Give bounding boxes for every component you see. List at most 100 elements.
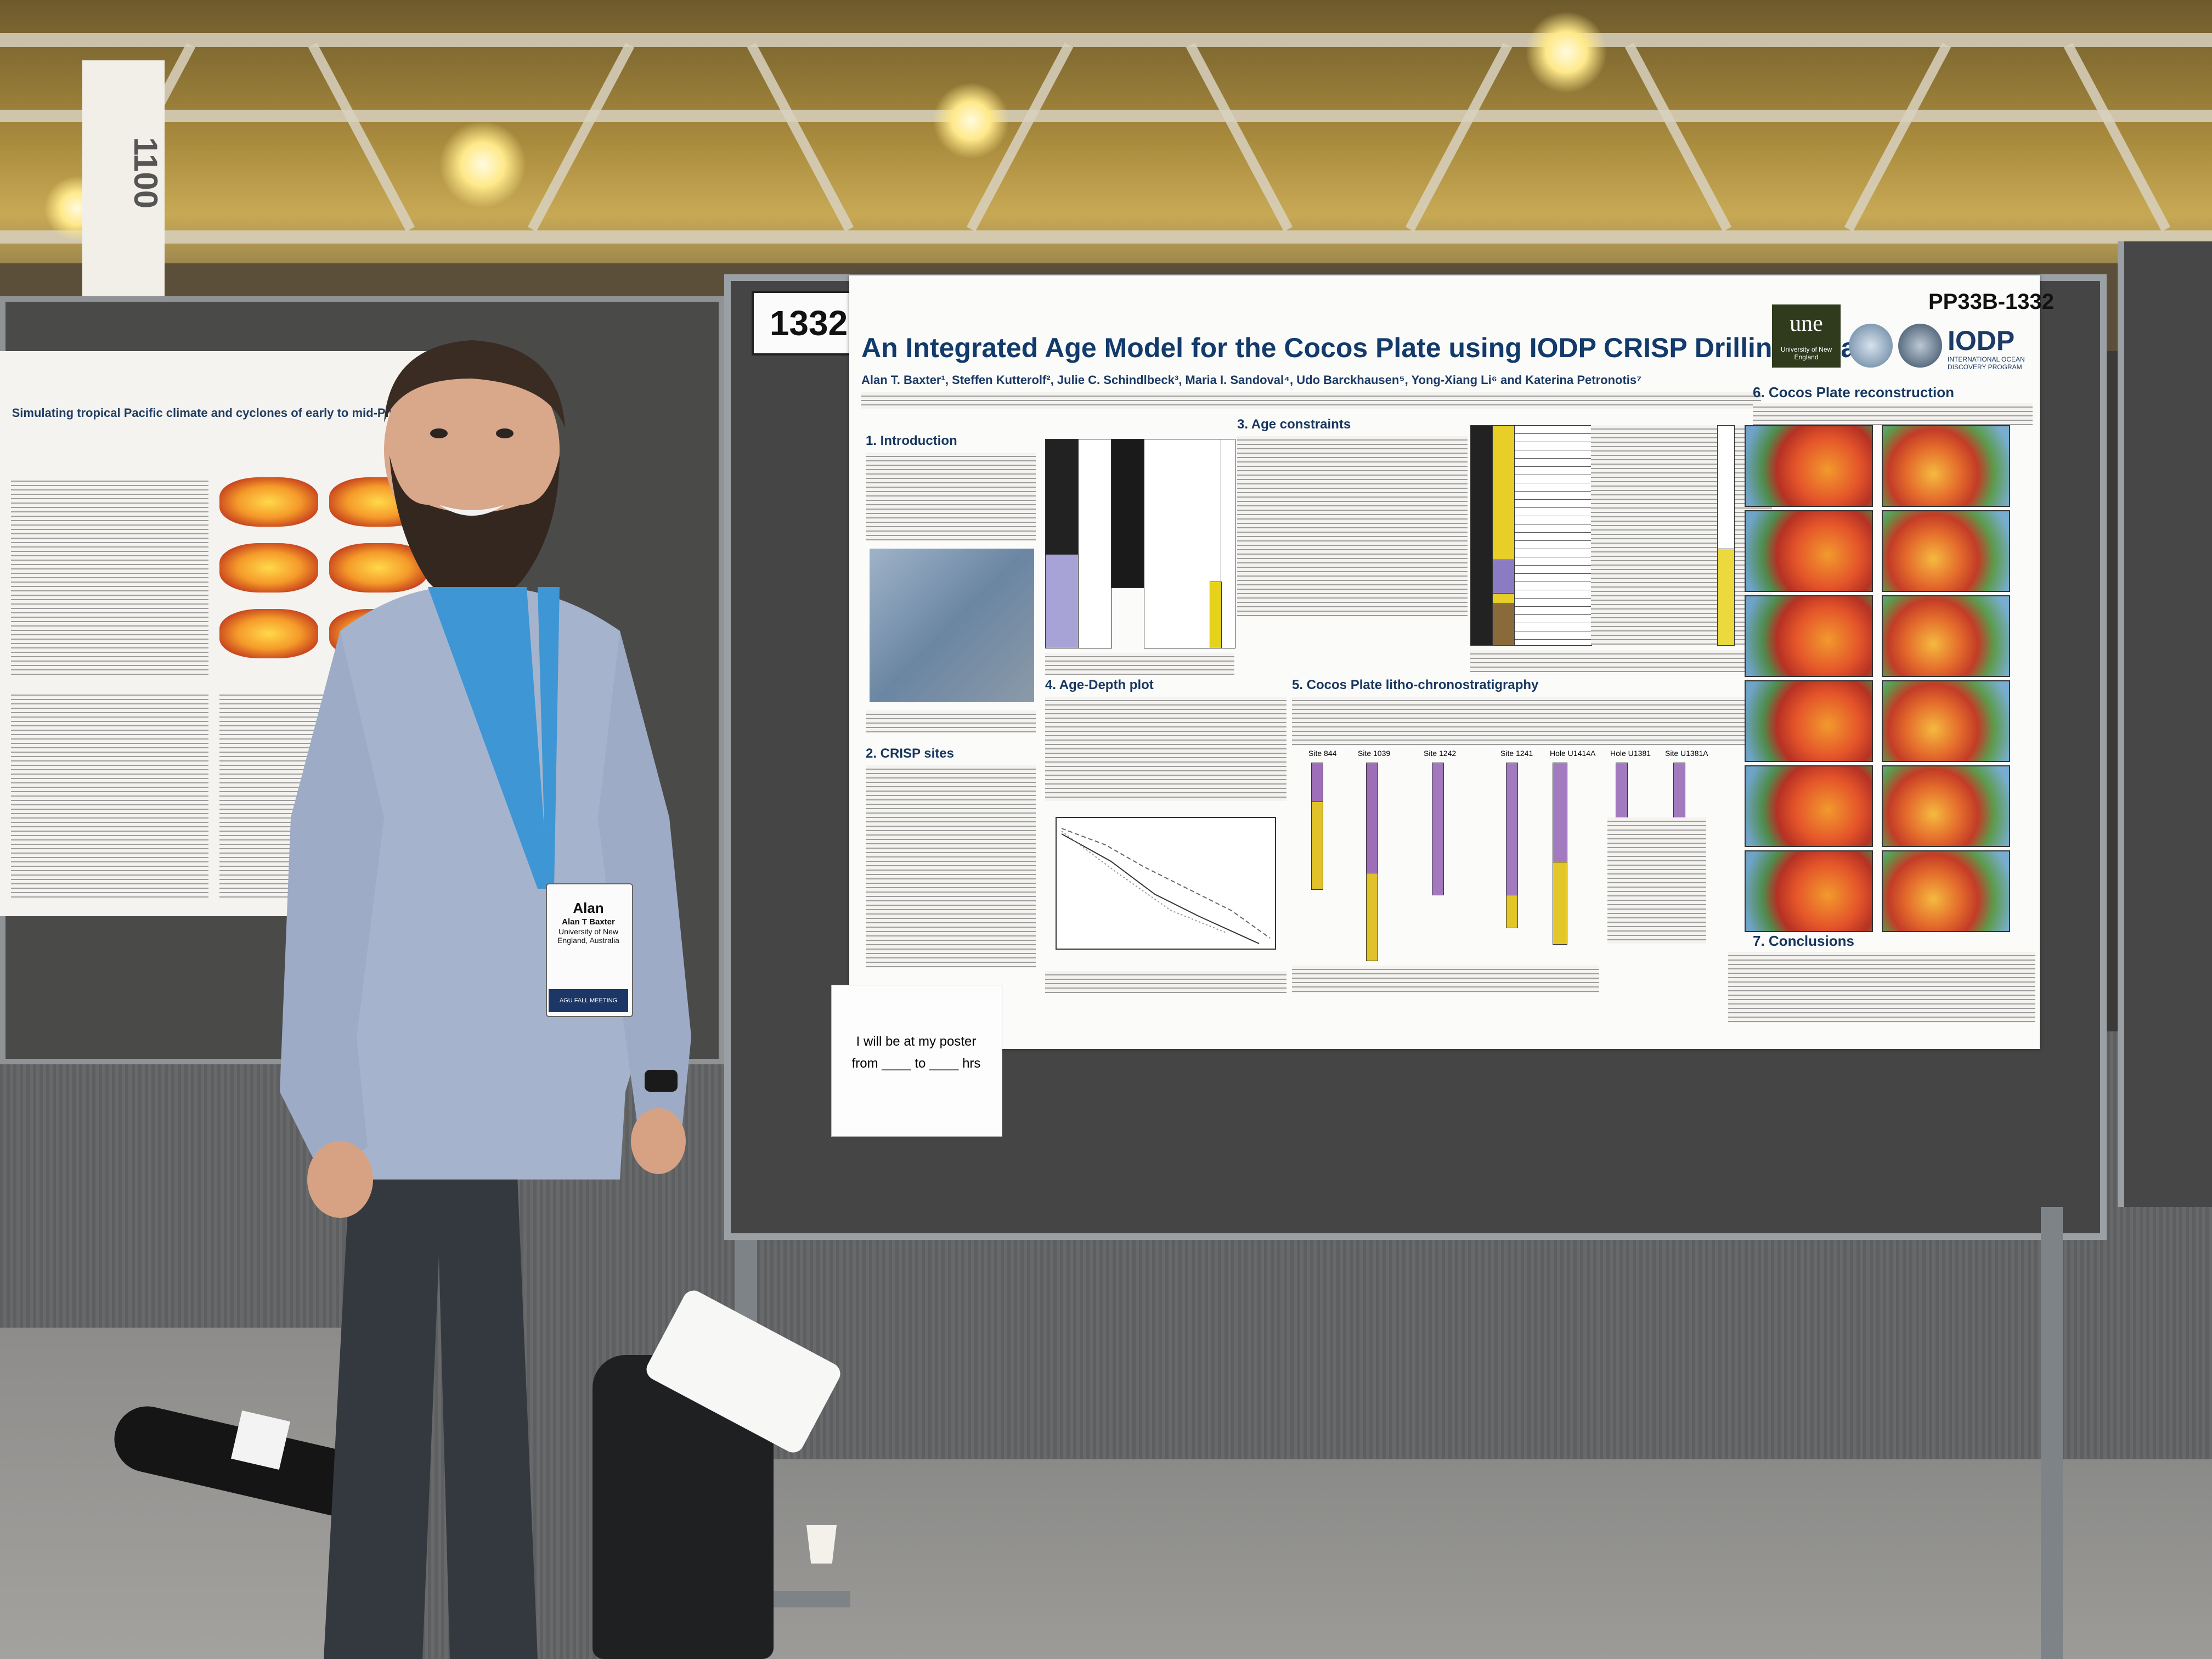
affiliations-text bbox=[861, 392, 1761, 409]
hall-banner-number: 1100 bbox=[127, 137, 164, 209]
strat-column bbox=[1144, 439, 1222, 648]
ceiling-truss bbox=[527, 43, 635, 232]
ceiling-truss bbox=[0, 33, 2212, 47]
poster-authors: Alan T. Baxter¹, Steffen Kutterolf², Jul… bbox=[861, 373, 1642, 387]
sst-map bbox=[219, 477, 318, 527]
ceiling-truss bbox=[0, 230, 2212, 244]
strat-site-label: Site 844 bbox=[1308, 749, 1337, 758]
ceiling-truss bbox=[0, 110, 2212, 122]
une-logo: une bbox=[1772, 304, 1841, 368]
left-poster-title: Simulating tropical Pacific climate and … bbox=[12, 406, 427, 420]
strat-column-black bbox=[1111, 439, 1145, 588]
figure-caption bbox=[1292, 966, 1599, 993]
section-introduction: 1. Introduction bbox=[866, 433, 957, 448]
strat-column-brown bbox=[1492, 603, 1515, 646]
iodp-logo: IODP bbox=[1948, 325, 2015, 356]
badge-first-name: Alan bbox=[573, 900, 604, 916]
section-conclusions: 7. Conclusions bbox=[1753, 933, 1854, 949]
left-poster-text bbox=[11, 477, 208, 675]
strat-column-purple bbox=[1673, 763, 1685, 824]
poster-hours-line2: from ____ to ____ hrs bbox=[851, 1056, 981, 1071]
reconstruction-map bbox=[1745, 850, 1873, 932]
strat-column-purple bbox=[1492, 560, 1515, 594]
stratigraphy-text bbox=[1292, 697, 1764, 746]
ceiling-truss bbox=[1844, 43, 1951, 232]
strat-site-label: Hole U1381 bbox=[1610, 749, 1651, 758]
conclusions-text bbox=[1728, 952, 2035, 1023]
badge-organization: University of New England, Australia bbox=[557, 927, 619, 945]
ceiling-truss bbox=[747, 43, 854, 232]
strat-column-purple bbox=[1506, 763, 1518, 895]
reconstruction-map bbox=[1882, 595, 2010, 677]
figure-caption bbox=[1607, 817, 1706, 944]
figure-caption bbox=[1045, 971, 1286, 993]
ceiling-truss bbox=[1405, 43, 1513, 232]
reconstruction-map bbox=[1745, 595, 1873, 677]
presenter-person bbox=[280, 340, 691, 1659]
sst-map bbox=[219, 543, 318, 592]
reconstruction-map bbox=[1882, 850, 2010, 932]
iodp-logo-subtitle: INTERNATIONAL OCEAN DISCOVERY PROGRAM bbox=[1948, 356, 2025, 371]
hall-banner: 1100 bbox=[82, 60, 165, 318]
bathymetry-map bbox=[870, 549, 1034, 702]
badge-event-logo: AGU FALL MEETING bbox=[549, 989, 628, 1012]
strat-site-label: Site 1242 bbox=[1424, 749, 1457, 758]
poster-code: PP33B-1332 bbox=[1928, 290, 2055, 314]
board-leg bbox=[2041, 1207, 2063, 1659]
reconstruction-map bbox=[1745, 510, 1873, 592]
age-constraints-text bbox=[1237, 436, 1468, 617]
badge-full-name: Alan T Baxter bbox=[562, 917, 615, 927]
strat-column-yellow bbox=[1717, 549, 1735, 646]
paper-cup bbox=[806, 1525, 837, 1564]
reconstruction-map bbox=[1745, 680, 1873, 762]
strat-site-label: Hole U1414A bbox=[1550, 749, 1596, 758]
section-age-constraints: 3. Age constraints bbox=[1237, 417, 1351, 432]
strat-site-label: Site 1039 bbox=[1358, 749, 1391, 758]
strat-column-black bbox=[1470, 425, 1493, 646]
figure-caption bbox=[1470, 650, 1772, 672]
reconstruction-map bbox=[1745, 425, 1873, 507]
reconstruction-map bbox=[1882, 765, 2010, 847]
strat-column-purple bbox=[1432, 763, 1444, 895]
strat-column-purple bbox=[1311, 763, 1323, 802]
reconstruction-map bbox=[1882, 510, 2010, 592]
ceiling-light bbox=[933, 82, 1009, 159]
section-cocos-plate-reconstruction: 6. Cocos Plate reconstruction bbox=[1753, 384, 1954, 400]
ceiling-truss bbox=[308, 43, 415, 232]
right-poster-board bbox=[2118, 241, 2212, 1207]
ceiling-truss bbox=[2063, 43, 2171, 232]
strat-column-purple bbox=[1616, 763, 1628, 819]
age-depth-text bbox=[1045, 697, 1286, 801]
left-poster-text bbox=[11, 691, 208, 900]
strat-column-purple bbox=[1366, 763, 1378, 873]
ceiling-light bbox=[439, 121, 527, 208]
sst-map bbox=[329, 543, 428, 592]
sst-map bbox=[219, 609, 318, 658]
strat-column-lavender bbox=[1045, 554, 1079, 648]
strat-site-label: Site 1241 bbox=[1500, 749, 1533, 758]
iodp-globe-icon bbox=[1849, 324, 1893, 368]
concrete-floor bbox=[713, 1459, 2212, 1659]
ceiling-truss bbox=[1186, 43, 1293, 232]
introduction-text bbox=[866, 453, 1036, 540]
reconstruction-map bbox=[1745, 765, 1873, 847]
age-marker-list bbox=[1591, 425, 1772, 645]
strat-site-label: Site U1381A bbox=[1665, 749, 1708, 758]
reconstruction-caption bbox=[1753, 403, 2033, 425]
poster-hours-sign bbox=[831, 985, 1002, 1137]
ceiling-light bbox=[1525, 11, 1607, 93]
ceiling bbox=[0, 0, 2212, 307]
strat-column-yellow bbox=[1210, 582, 1222, 648]
reconstruction-map bbox=[1882, 680, 2010, 762]
section-crisp-sites: 2. CRISP sites bbox=[866, 746, 954, 761]
board-number-sign: 1332 bbox=[752, 291, 866, 356]
poster-title: An Integrated Age Model for the Cocos Pl… bbox=[861, 332, 1857, 363]
strat-column bbox=[1221, 439, 1235, 648]
age-depth-plot bbox=[1056, 817, 1276, 950]
reconstruction-map bbox=[1882, 425, 2010, 507]
iodp-globe-icon bbox=[1898, 324, 1942, 368]
figure-caption bbox=[1045, 653, 1234, 675]
strat-column-purple bbox=[1553, 763, 1567, 862]
une-logo-subtitle: University of New England bbox=[1780, 346, 1832, 361]
poster-hours-line1: I will be at my poster bbox=[856, 1034, 977, 1049]
